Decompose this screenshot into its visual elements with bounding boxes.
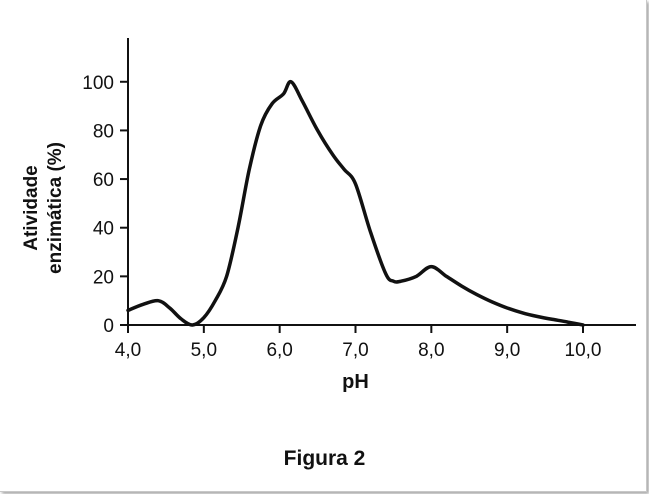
x-tick-label: 9,0 <box>494 340 520 361</box>
y-axis-label-line1: Atividade <box>21 165 42 251</box>
y-axis-label: Atividade enzimática (%) <box>21 142 66 274</box>
y-tick-label: 60 <box>93 170 114 191</box>
y-tick-label: 40 <box>93 219 114 240</box>
y-ticks: 0 20 40 60 80 100 <box>82 73 128 337</box>
series-line <box>126 80 585 327</box>
y-tick-label: 0 <box>103 316 114 337</box>
y-tick-label: 100 <box>82 73 114 94</box>
y-axis-label-line2: enzimática (%) <box>45 142 66 274</box>
y-tick-label: 20 <box>93 267 114 288</box>
x-tick-label: 4,0 <box>115 340 141 361</box>
x-axis-label: pH <box>342 371 369 393</box>
x-tick-label: 8,0 <box>418 340 444 361</box>
figure-caption: Figura 2 <box>283 447 366 470</box>
x-tick-label: 5,0 <box>191 340 217 361</box>
x-tick-label: 7,0 <box>342 340 368 361</box>
x-ticks: 4,0 5,0 6,0 7,0 8,0 9,0 10,0 <box>115 325 602 361</box>
axes <box>127 38 636 326</box>
x-tick-label: 10,0 <box>565 340 602 361</box>
x-tick-label: 6,0 <box>266 340 292 361</box>
y-tick-label: 80 <box>93 121 114 142</box>
